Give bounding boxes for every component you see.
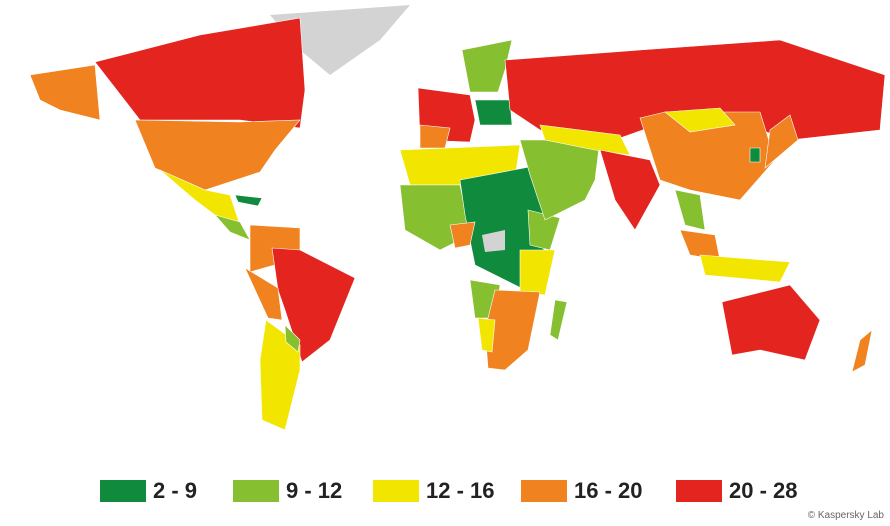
legend-label: 2 - 9 (153, 478, 197, 503)
country (270, 5, 410, 75)
legend-swatch (676, 480, 722, 502)
legend-label: 20 - 28 (729, 478, 798, 503)
legend-label: 16 - 20 (574, 478, 643, 503)
legend: 2 - 9 9 - 12 12 - 16 16 - 20 20 - 28 (100, 478, 798, 503)
country (234, 194, 263, 207)
country (29, 64, 101, 121)
country (259, 319, 301, 431)
country (749, 147, 761, 163)
country (664, 107, 736, 133)
country (134, 119, 301, 191)
country (519, 249, 556, 296)
legend-swatch (100, 480, 146, 502)
legend-label: 12 - 16 (426, 478, 495, 503)
country (549, 299, 568, 341)
country (699, 254, 791, 283)
copyright: © Kaspersky Lab (808, 510, 885, 521)
country (482, 230, 505, 252)
country (764, 114, 799, 169)
country (449, 221, 476, 249)
country (721, 284, 821, 361)
legend-swatch (373, 480, 419, 502)
legend-label: 9 - 12 (286, 478, 342, 503)
legend-swatch (233, 480, 279, 502)
country (419, 124, 451, 149)
country (244, 267, 283, 321)
country (474, 99, 513, 126)
country (851, 329, 873, 373)
country (461, 39, 513, 93)
country (599, 149, 661, 231)
legend-swatch (521, 480, 567, 502)
country (477, 317, 496, 353)
country (94, 17, 306, 129)
country (284, 324, 301, 353)
world-map (29, 5, 886, 431)
country (674, 189, 706, 231)
